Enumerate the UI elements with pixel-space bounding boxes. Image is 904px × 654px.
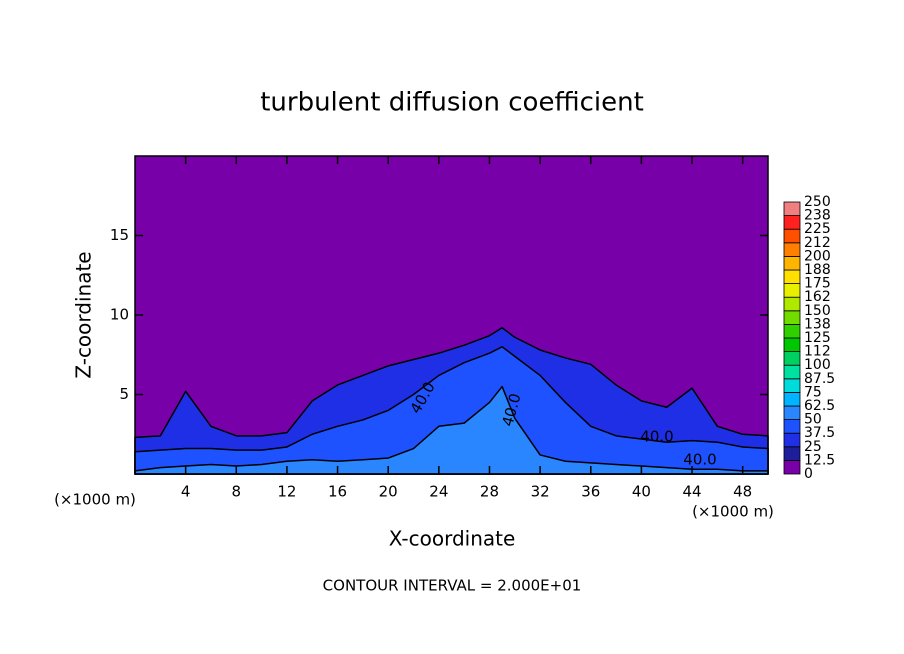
x-tick-label: 28	[480, 483, 499, 501]
colorbar-bin	[783, 201, 801, 217]
colorbar-bin	[783, 228, 801, 244]
colorbar-label: 100	[804, 357, 831, 373]
colorbar-label: 175	[804, 276, 831, 292]
colorbar-label: 25	[804, 439, 822, 455]
colorbar-label: 62.5	[804, 398, 835, 414]
colorbar-label: 150	[804, 303, 831, 319]
colorbar-label: 37.5	[804, 425, 835, 441]
colorbar-bin	[783, 419, 801, 434]
colorbar-label: 238	[804, 208, 831, 224]
colorbar-label: 138	[804, 316, 831, 332]
colorbar-bin	[783, 459, 801, 475]
x-axis-label: X-coordinate	[389, 527, 516, 551]
colorbar-bin	[783, 405, 801, 421]
y-axis-label: Z-coordinate	[72, 251, 96, 378]
x-tick-label: 24	[429, 483, 448, 501]
y-tick-label: 10	[110, 306, 129, 324]
contour-label: 40.0	[640, 428, 673, 446]
field-layer	[134, 385, 769, 475]
colorbar-bin	[783, 391, 801, 407]
y-tick-label: 5	[119, 385, 129, 403]
colorbar-bin	[783, 351, 801, 366]
x-tick-label: 36	[581, 483, 600, 501]
colorbar-label: 50	[804, 412, 822, 428]
chart-title: turbulent diffusion coefficient	[260, 88, 644, 118]
colorbar-bin	[783, 337, 801, 353]
colorbar-label: 12.5	[804, 452, 835, 468]
colorbar-bin	[783, 269, 801, 285]
colorbar-bin	[783, 378, 801, 393]
colorbar-bin	[783, 255, 801, 271]
colorbar-label: 112	[804, 344, 831, 360]
colorbar-label: 0	[804, 466, 813, 482]
colorbar-label: 75	[804, 384, 822, 400]
colorbar-label: 125	[804, 330, 831, 346]
colorbar-bin	[783, 296, 801, 312]
colorbar-bin	[783, 446, 801, 461]
x-tick-label: 12	[277, 483, 296, 501]
field-layer	[134, 346, 769, 475]
contour-label: 40.0	[683, 451, 716, 469]
colorbar-bin	[783, 310, 801, 325]
footer: CONTOUR INTERVAL = 2.000E+01	[323, 577, 582, 595]
colorbar-bin	[783, 242, 801, 257]
y-unit: (×1000 m)	[54, 491, 136, 509]
colorbar-label: 250	[804, 194, 831, 210]
x-tick-label: 44	[682, 483, 701, 501]
x-tick-label: 4	[181, 483, 191, 501]
colorbar-bin	[783, 432, 801, 448]
colorbar-bin	[783, 215, 801, 230]
colorbar-bin	[783, 364, 801, 380]
y-tick-label: 15	[110, 226, 129, 244]
colorbar-bin	[783, 323, 801, 339]
x-tick-label: 48	[733, 483, 752, 501]
colorbar-label: 162	[804, 289, 831, 305]
colorbar-label: 200	[804, 248, 831, 264]
colorbar-label: 87.5	[804, 371, 835, 387]
colorbar-bin	[783, 283, 801, 298]
x-tick-label: 16	[328, 483, 347, 501]
colorbar-label: 225	[804, 221, 831, 237]
x-unit: (×1000 m)	[692, 503, 774, 521]
x-tick-label: 40	[632, 483, 651, 501]
colorbar-label: 212	[804, 235, 831, 251]
colorbar-label: 188	[804, 262, 831, 278]
x-tick-label: 20	[379, 483, 398, 501]
x-tick-label: 8	[232, 483, 242, 501]
x-tick-label: 32	[531, 483, 550, 501]
